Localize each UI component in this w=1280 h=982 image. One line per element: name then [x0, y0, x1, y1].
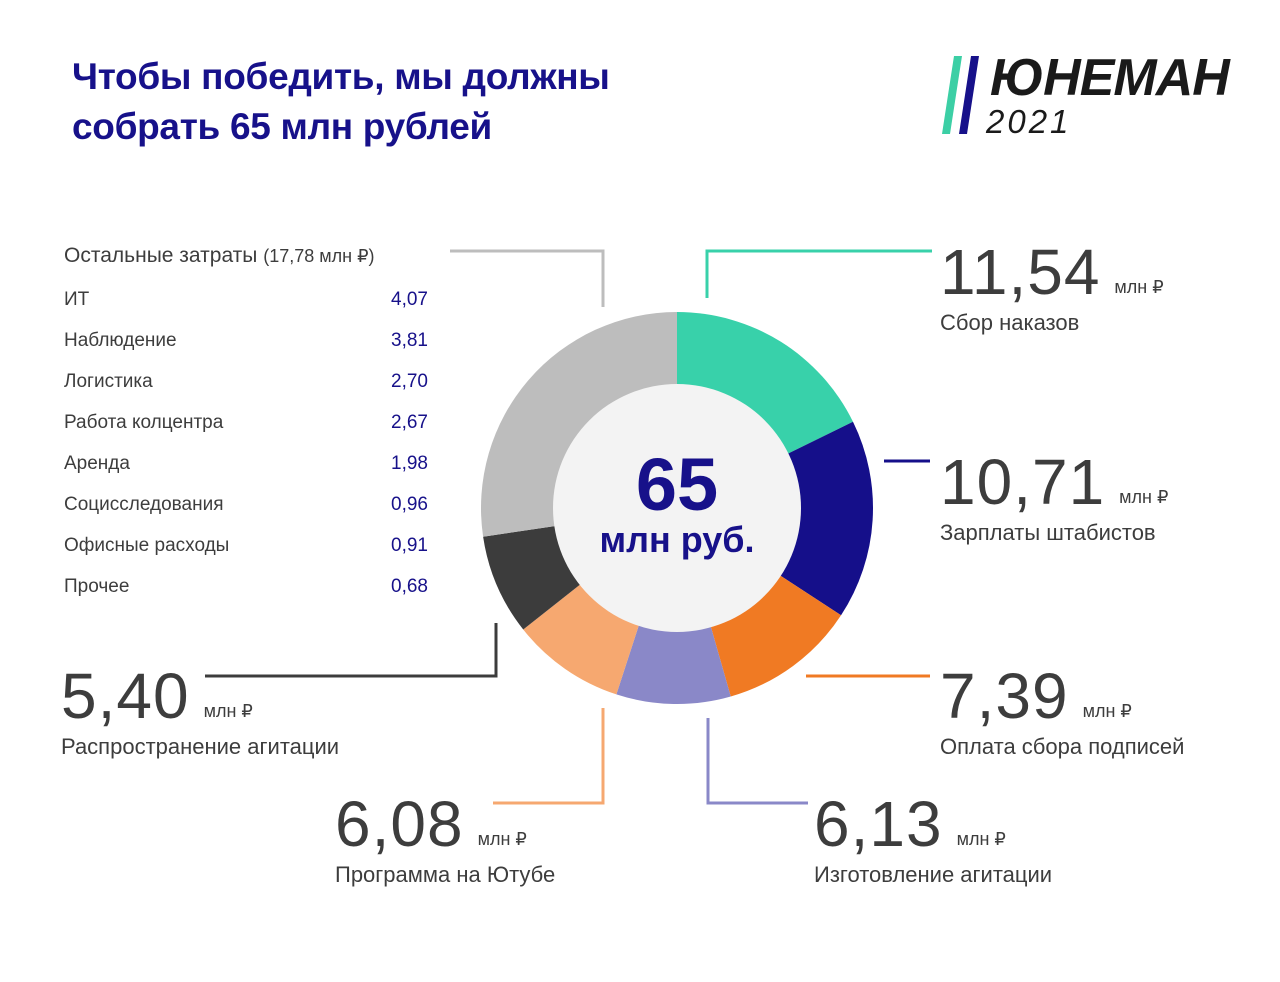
callout-rasprostranenie: 5,40 млн ₽ Распространение агитации: [61, 664, 339, 760]
leader-line-other: [450, 249, 605, 307]
other-cost-row: ИТ 4,07: [64, 289, 428, 319]
other-cost-value: 1,98: [391, 453, 428, 474]
other-cost-value: 3,81: [391, 330, 428, 351]
callout-label: Зарплаты штабистов: [940, 520, 1156, 545]
other-cost-value: 0,91: [391, 535, 428, 556]
callout-podpisi: 7,39 млн ₽ Оплата сбора подписей: [940, 664, 1184, 760]
other-cost-label: Офисные расходы: [64, 535, 230, 556]
other-cost-label: ИТ: [64, 289, 90, 310]
callout-value: 5,40: [61, 660, 190, 732]
brand-logo: ЮНЕМАН 2021: [938, 52, 1238, 142]
callout-zarplaty: 10,71 млн ₽ Зарплаты штабистов: [940, 450, 1168, 546]
callout-label: Программа на Ютубе: [335, 862, 556, 887]
callout-unit: млн ₽: [956, 829, 1006, 849]
callout-unit: млн ₽: [477, 829, 527, 849]
other-cost-row: Аренда 1,98: [64, 453, 428, 483]
logo-year: 2021: [986, 103, 1072, 140]
leader-lines: [205, 249, 932, 805]
donut-hole: [553, 384, 801, 632]
callout-label: Распространение агитации: [61, 734, 340, 759]
other-cost-label: Логистика: [64, 371, 153, 392]
other-cost-label: Социсследования: [64, 494, 224, 515]
other-cost-label: Работа колцентра: [64, 412, 224, 433]
other-cost-row: Офисные расходы 0,91: [64, 535, 428, 565]
other-costs-heading: Остальные затраты (17,78 млн ₽): [64, 244, 375, 268]
other-cost-row: Социсследования 0,96: [64, 494, 428, 524]
callout-label: Изготовление агитации: [814, 862, 1053, 887]
other-cost-label: Аренда: [64, 453, 130, 474]
callout-nakazy: 11,54 млн ₽ Сбор наказов: [940, 240, 1164, 336]
other-cost-row: Логистика 2,70: [64, 371, 428, 401]
total-value: 65: [635, 443, 719, 526]
callout-value: 6,08: [335, 788, 464, 860]
other-cost-row: Прочее 0,68: [64, 576, 428, 606]
title-line-1: Чтобы победить, мы должны: [72, 56, 610, 97]
callout-value: 7,39: [940, 660, 1069, 732]
other-cost-row: Работа колцентра 2,67: [64, 412, 428, 442]
callout-unit: млн ₽: [203, 701, 253, 721]
leader-line-youtube: [493, 708, 605, 805]
callout-unit: млн ₽: [1082, 701, 1132, 721]
other-cost-row: Наблюдение 3,81: [64, 330, 428, 360]
callout-value: 11,54: [940, 236, 1101, 308]
other-costs-total: (17,78 млн ₽): [263, 246, 375, 266]
callout-unit: млн ₽: [1119, 487, 1169, 507]
other-cost-value: 0,96: [391, 494, 428, 515]
other-cost-value: 2,67: [391, 412, 428, 433]
leader-line-rasprostranenie: [205, 623, 498, 678]
callout-izgotovlenie: 6,13 млн ₽ Изготовление агитации: [814, 792, 1052, 888]
other-cost-value: 2,70: [391, 371, 428, 392]
page-title: Чтобы победить, мы должны собрать 65 млн…: [72, 52, 772, 152]
callout-youtube: 6,08 млн ₽ Программа на Ютубе: [335, 792, 555, 888]
other-cost-label: Прочее: [64, 576, 130, 597]
leader-line-nakazy: [705, 249, 932, 298]
title-line-2: собрать 65 млн рублей: [72, 106, 492, 147]
callout-label: Оплата сбора подписей: [940, 734, 1185, 759]
other-cost-value: 4,07: [391, 289, 428, 310]
other-costs-title: Остальные затраты: [64, 244, 258, 267]
callout-value: 10,71: [940, 446, 1106, 518]
logo-stripes-icon: [942, 56, 979, 134]
logo-name: ЮНЕМАН: [990, 49, 1230, 107]
callout-label: Сбор наказов: [940, 310, 1080, 335]
other-cost-value: 0,68: [391, 576, 428, 597]
other-cost-label: Наблюдение: [64, 330, 177, 351]
callout-unit: млн ₽: [1114, 277, 1164, 297]
callout-value: 6,13: [814, 788, 943, 860]
total-unit: млн руб.: [599, 519, 755, 560]
leader-line-izgotovlenie: [706, 718, 808, 805]
